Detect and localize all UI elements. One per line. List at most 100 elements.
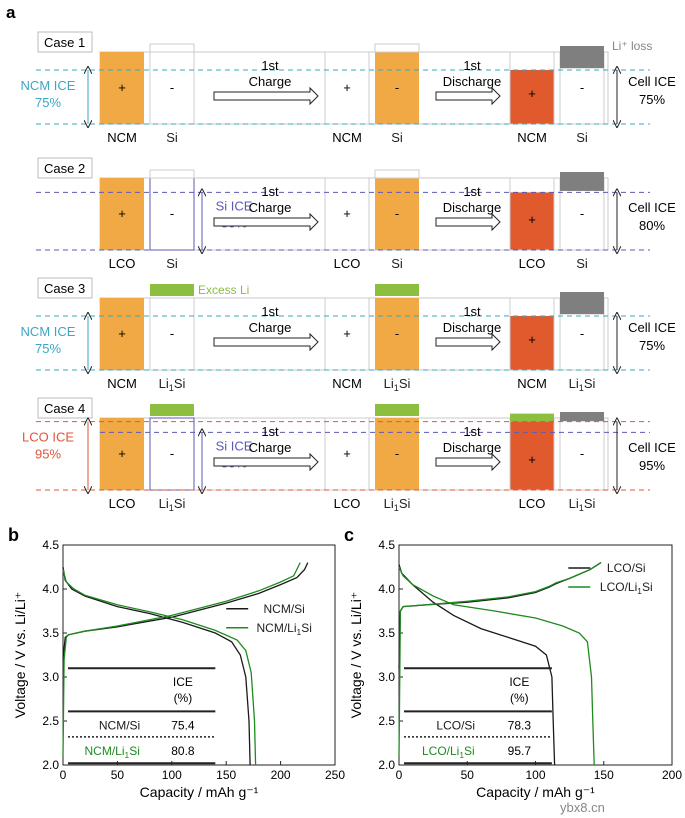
si-ice-label: Si ICE [216,438,253,453]
cathode-charged [324,417,370,491]
y-tick-label: 3.5 [42,626,59,640]
cathode-label: LCO [519,496,546,511]
table-row-label: LCO/Li1Si [422,744,475,760]
si-ice-label: Si ICE [216,198,253,213]
cathode-discharged [510,70,554,124]
excess-li-block [375,404,419,416]
case-title: Case 4 [44,401,85,416]
legend-label: NCM/Li1Si [257,621,312,637]
excess-li-block [375,284,419,296]
cathode-charged [324,297,370,371]
legend-label: NCM/Si [264,602,305,616]
charge-label-1: 1st [261,304,279,319]
charge-arrow [213,212,319,232]
ice-value: 75% [35,95,61,110]
minus-sign: - [395,446,399,461]
panel-a-schematic: a Case 1 + - + - + - Li⁺ loss NCM ICE 75% Cell ICE 7… [6,3,676,513]
cathode-label: LCO [109,256,136,271]
x-tick-label: 50 [111,768,125,782]
minus-sign: - [170,206,174,221]
anode-top [374,43,420,53]
cathode-label: NCM [517,130,547,145]
charge-label-2: Charge [249,200,292,215]
charge-label-2: Charge [249,74,292,89]
anode-label: Li1Si [159,376,186,393]
panel-label-a: a [6,3,16,22]
table-row-label: NCM/Si [99,718,140,732]
y-tick-label: 2.0 [378,758,395,772]
charge-label-2: Charge [249,440,292,455]
minus-sign: - [170,80,174,95]
minus-sign: - [395,326,399,341]
series-line-discharge [398,566,595,766]
y-tick-label: 4.0 [378,582,395,596]
minus-sign: - [580,446,584,461]
annotation-note: Li⁺ loss [612,39,652,53]
ice-label: NCM ICE [21,78,76,93]
x-tick-label: 0 [60,768,67,782]
anode-label: Li1Si [159,496,186,513]
discharge-label-2: Discharge [443,440,502,455]
plus-sign: + [343,446,351,461]
anode-discharged [559,417,605,491]
anode-label: Li1Si [384,376,411,393]
plus-sign: + [343,206,351,221]
y-tick-label: 4.5 [378,538,395,552]
plus-sign: + [118,446,126,461]
case-title-box [37,31,93,53]
cell-ice-value: 95% [639,458,665,473]
case-1: Case 1 + - + - + - Li⁺ loss NCM ICE 75% Cell ICE 75… [21,31,676,145]
x-tick-label: 150 [594,768,614,782]
x-axis-label: Capacity / mAh g⁻¹ [476,784,595,800]
anode-charged [375,298,419,370]
discharge-arrow [435,332,501,352]
plus-sign: + [528,86,536,101]
minus-sign: - [170,446,174,461]
y-tick-label: 4.0 [42,582,59,596]
panel-label: b [8,525,19,545]
li-loss-block [560,172,604,191]
discharge-arrow [435,212,501,232]
discharge-label-2: Discharge [443,200,502,215]
series-line-discharge [62,566,251,766]
x-tick-label: 100 [162,768,182,782]
anode-label: Si [166,130,178,145]
table-row-value: 78.3 [508,718,532,732]
discharge-label-1: 1st [463,424,481,439]
table-header-unit: (%) [510,691,529,705]
x-tick-label: 250 [325,768,345,782]
minus-sign: - [580,206,584,221]
plus-sign: + [528,332,536,347]
series-line-discharge [398,564,556,766]
cell-ice-label: Cell ICE [628,74,676,89]
panel-b-chart: b 0 50 100 150 200 250 2.0 2.5 3.0 3.5 4.0 4.5 Capaci… [8,525,345,800]
anode-top [374,169,420,179]
li-loss-block [560,292,604,315]
charge-arrow [213,332,319,352]
cathode-label: LCO [109,496,136,511]
y-tick-label: 2.0 [42,758,59,772]
anode-block [149,177,195,251]
y-tick-label: 3.0 [378,670,395,684]
cathode-block [100,298,144,370]
minus-sign: - [580,80,584,95]
minus-sign: - [395,206,399,221]
plus-sign: + [528,212,536,227]
minus-sign: - [580,326,584,341]
cell-ice-value: 80% [639,218,665,233]
case-title-box [37,397,93,419]
case-title: Case 3 [44,281,85,296]
cathode-label: NCM [332,376,362,391]
discharge-label-2: Discharge [443,320,502,335]
table-row-value: 80.8 [171,744,195,758]
discharge-label-1: 1st [463,184,481,199]
legend-label: LCO/Li1Si [600,580,653,596]
y-tick-label: 2.5 [42,714,59,728]
x-tick-label: 200 [662,768,682,782]
y-tick-label: 3.5 [378,626,395,640]
cell-ice-value: 75% [639,338,665,353]
anode-label: Si [391,130,403,145]
cathode-label: LCO [334,256,361,271]
y-tick-label: 4.5 [42,538,59,552]
